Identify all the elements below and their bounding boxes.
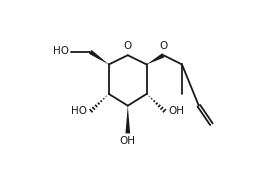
Text: O: O: [124, 41, 132, 51]
Polygon shape: [147, 53, 165, 64]
Text: HO: HO: [72, 106, 87, 116]
Text: HO: HO: [53, 46, 69, 56]
Text: OH: OH: [120, 136, 136, 147]
Polygon shape: [125, 106, 130, 133]
Polygon shape: [89, 50, 109, 64]
Text: OH: OH: [168, 106, 184, 116]
Text: O: O: [160, 41, 168, 50]
